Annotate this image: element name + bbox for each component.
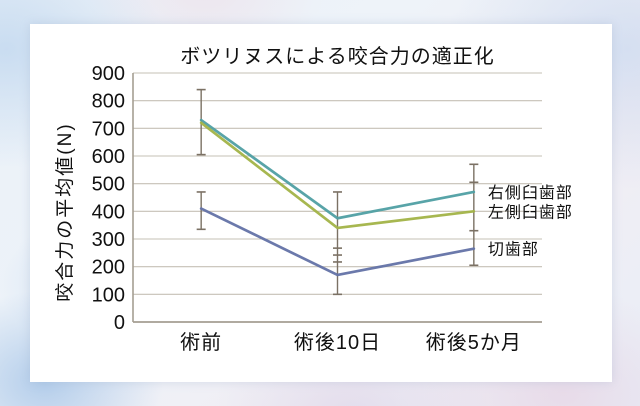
- y-tick-label-200: 200: [92, 257, 125, 279]
- y-tick-label-500: 500: [92, 174, 125, 196]
- legend-label-1: 左側臼歯部: [488, 203, 573, 221]
- line-chart: 0 100 200 300 400 500 600 700 800 900 術前 術後10日 術後5か月…: [92, 63, 573, 354]
- x-category-label-2: 術後5か月: [426, 331, 522, 354]
- chart-panel: ボツリヌスによる咬合力の適正化 咬合力の平均値(N) 0 100 200 300 400…: [30, 24, 612, 382]
- chart-title: ボツリヌスによる咬合力の適正化: [180, 46, 495, 68]
- y-tick-label-700: 700: [92, 118, 125, 140]
- y-tick-label-600: 600: [92, 146, 125, 168]
- y-tick-label-900: 900: [92, 63, 125, 85]
- x-category-label-1: 術後10日: [294, 331, 381, 354]
- y-tick-label-400: 400: [92, 201, 125, 223]
- series-line-0: [199, 118, 476, 220]
- y-tick-label-0: 0: [114, 312, 125, 334]
- y-tick-label-100: 100: [92, 284, 125, 306]
- series-line-2: [199, 207, 476, 277]
- y-tick-label-800: 800: [92, 91, 125, 113]
- y-tick-label-300: 300: [92, 229, 125, 251]
- y-axis-title: 咬合力の平均値(N): [55, 122, 76, 302]
- series-line-1: [199, 121, 476, 230]
- legend-label-0: 右側臼歯部: [488, 184, 573, 202]
- x-category-label-0: 術前: [180, 331, 222, 354]
- legend-label-2: 切歯部: [488, 241, 539, 259]
